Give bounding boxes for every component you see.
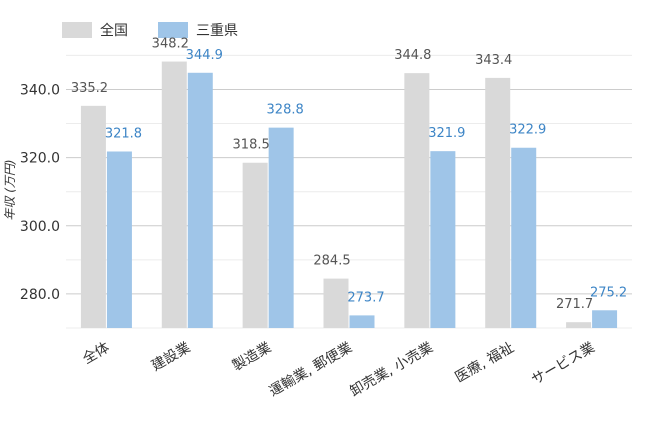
data-label-mie: 344.9: [186, 48, 223, 63]
data-label-mie: 321.9: [428, 126, 465, 141]
data-label-national: 348.2: [152, 37, 189, 52]
legend-label-mie: 三重県: [196, 23, 238, 39]
y-tick-label: 300.0: [20, 219, 60, 235]
legend-label-national: 全国: [100, 22, 128, 39]
bar-mie: [511, 147, 537, 328]
gridlines: [66, 54, 632, 329]
legend-swatch-national: [62, 22, 92, 38]
data-label-mie: 322.9: [509, 123, 546, 138]
data-label-national: 343.4: [475, 53, 512, 68]
x-category-label: 全体: [80, 339, 113, 368]
x-category-label: 建設業: [149, 340, 193, 375]
bar-mie: [268, 127, 294, 329]
data-label-national: 344.8: [394, 48, 431, 63]
bar-national: [80, 105, 106, 328]
bar-mie: [430, 151, 456, 328]
y-axis-ticks: 280.0 300.0 320.0 340.0: [20, 82, 60, 302]
data-label-mie: 328.8: [267, 103, 304, 118]
bar-national: [485, 77, 511, 328]
data-label-national: 284.5: [313, 254, 350, 269]
bar-mie: [187, 72, 213, 328]
x-category-label: 運輸業, 郵便業: [267, 340, 355, 400]
x-category-label: 医療, 福祉: [452, 339, 517, 386]
y-tick-label: 280.0: [20, 287, 60, 303]
y-tick-label: 320.0: [20, 151, 60, 167]
x-category-label: 製造業: [230, 340, 274, 375]
x-category-label: サービス業: [529, 340, 598, 389]
bar-mie: [349, 315, 375, 328]
y-axis-label: 年収 (万円): [3, 159, 17, 220]
bar-national: [242, 162, 268, 328]
legend-swatch-mie: [158, 22, 188, 38]
bar-national: [566, 322, 592, 328]
bar-national: [404, 73, 430, 329]
bar-national: [323, 278, 349, 328]
data-label-mie: 275.2: [590, 285, 627, 300]
data-label-national: 271.7: [556, 297, 593, 312]
bar-mie: [106, 151, 132, 328]
y-tick-label: 340.0: [20, 82, 60, 98]
legend: 全国 三重県: [62, 22, 238, 39]
data-label-national: 335.2: [71, 81, 108, 96]
data-label-mie: 321.8: [105, 126, 142, 141]
data-label-national: 318.5: [233, 138, 270, 153]
bar-mie: [592, 310, 618, 328]
x-category-label: 卸売業, 小売業: [347, 340, 435, 400]
data-label-mie: 273.7: [347, 290, 384, 305]
bars: [80, 61, 618, 329]
bar-national: [161, 61, 187, 328]
